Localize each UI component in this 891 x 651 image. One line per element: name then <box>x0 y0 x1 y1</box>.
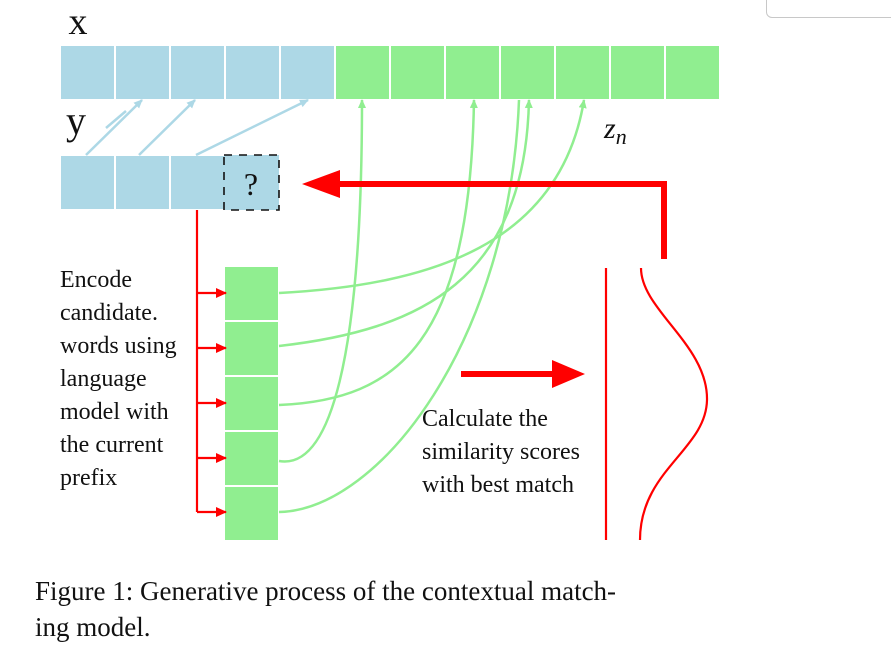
x-cell-green <box>664 44 721 101</box>
encode-annotation-line: candidate. <box>60 300 158 326</box>
encode-annotation-line: model with <box>60 399 169 425</box>
green-curve-5 <box>278 99 521 514</box>
x-cell-blue <box>224 44 281 101</box>
candidate-cell <box>223 265 280 322</box>
x-cell-green <box>334 44 391 101</box>
unknown-word-mark: ? <box>244 166 258 202</box>
red-process-arrow <box>461 360 585 388</box>
figure-caption: Figure 1: Generative process of the cont… <box>35 573 795 645</box>
corner-tab <box>766 0 891 18</box>
x-cell-green <box>499 44 556 101</box>
x-cell-blue <box>169 44 226 101</box>
blue-arrow-2 <box>138 99 196 156</box>
candidate-cell <box>223 320 280 377</box>
green-match-curves <box>278 99 587 514</box>
x-cell-blue <box>114 44 171 101</box>
figure-caption-line-1: Figure 1: Generative process of the cont… <box>35 576 617 606</box>
blue-arrow-1 <box>85 99 143 156</box>
similarity-annotation: Calculate the similarity scores with best … <box>422 406 580 498</box>
encode-annotation: Encode candidate. words using language model… <box>60 267 177 491</box>
unknown-word-cell <box>223 154 280 211</box>
x-label: x <box>69 1 88 43</box>
y-sequence <box>59 154 226 211</box>
figure-caption-line-2: ing model. <box>35 612 151 642</box>
x-cell-green <box>444 44 501 101</box>
green-curve-1 <box>278 99 587 295</box>
x-sequence <box>59 44 721 101</box>
red-process-head <box>552 360 585 388</box>
encode-annotation-line: language <box>60 366 147 392</box>
x-cell-green <box>554 44 611 101</box>
encode-annotation-line: the current <box>60 432 164 458</box>
red-feedback-arrow <box>302 170 667 259</box>
encode-annotation-line: prefix <box>60 465 117 491</box>
zn-label: zn <box>603 112 627 149</box>
x-cell-green <box>389 44 446 101</box>
green-curve-2 <box>278 99 533 348</box>
red-feedback-line <box>335 181 667 259</box>
x-cell-blue <box>279 44 336 101</box>
similarity-distribution <box>604 267 709 541</box>
encode-annotation-line: words using <box>60 333 177 359</box>
zn-label-base: z <box>603 112 616 145</box>
red-feedback-head <box>302 170 340 198</box>
similarity-annotation-line: similarity scores <box>422 439 580 465</box>
candidate-cell <box>223 430 280 487</box>
blue-arrow-3 <box>195 98 309 157</box>
similarity-annotation-line: Calculate the <box>422 406 548 432</box>
distribution-curve <box>638 267 709 541</box>
similarity-annotation-line: with best match <box>422 472 574 498</box>
y-cell-blue <box>59 154 116 211</box>
y-cell-blue <box>169 154 226 211</box>
red-encode-bracket <box>195 210 227 517</box>
x-cell-green <box>609 44 666 101</box>
x-cell-blue <box>59 44 116 101</box>
y-label: y <box>66 98 86 143</box>
candidate-cell <box>223 375 280 432</box>
y-cell-blue <box>114 154 171 211</box>
blue-alignment-arrows <box>85 98 309 157</box>
zn-label-subscript: n <box>616 124 627 149</box>
candidate-encodings <box>223 265 280 542</box>
candidate-cell <box>223 485 280 542</box>
blue-arrow-4 <box>105 110 127 129</box>
green-curve-3 <box>278 99 478 407</box>
green-curve-4 <box>278 99 366 463</box>
encode-annotation-line: Encode <box>60 267 132 293</box>
